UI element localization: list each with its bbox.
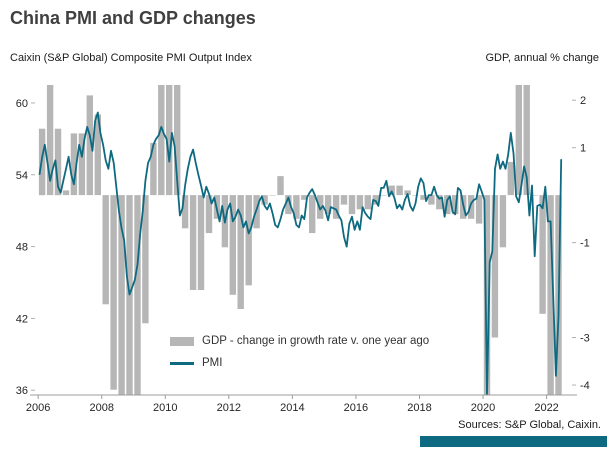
- svg-text:2016: 2016: [344, 402, 368, 414]
- gdp-bar: [467, 195, 475, 219]
- gdp-bar: [86, 95, 93, 196]
- svg-text:1: 1: [580, 143, 586, 155]
- gdp-bar: [340, 195, 348, 205]
- gdp-bar: [404, 190, 411, 196]
- gdp-bar: [293, 195, 300, 219]
- legend-row-pmi: PMI: [170, 352, 429, 374]
- chart-title: China PMI and GDP changes: [10, 8, 256, 28]
- accent-bar: [420, 436, 607, 447]
- svg-text:-3: -3: [580, 333, 590, 345]
- gdp-bar: [174, 85, 181, 196]
- gdp-bar: [46, 85, 54, 196]
- gdp-bar: [78, 133, 86, 196]
- gdp-bar: [70, 133, 78, 196]
- gdp-bar: [515, 85, 522, 196]
- gdp-bar: [309, 195, 316, 234]
- gdp-bar-swatch: [170, 336, 194, 346]
- gdp-bar: [229, 195, 236, 295]
- gdp-bar: [428, 195, 435, 205]
- left-axis-title: Caixin (S&P Global) Composite PMI Output…: [10, 52, 252, 64]
- gdp-bar: [197, 195, 205, 290]
- right-axis-title: GDP, annual % change: [485, 52, 599, 64]
- gdp-bar: [285, 195, 292, 215]
- svg-text:2: 2: [580, 95, 586, 107]
- gdp-bar: [324, 195, 332, 215]
- gdp-bar: [301, 195, 308, 200]
- gdp-bar: [150, 142, 157, 196]
- gdp-bar: [507, 161, 514, 196]
- gdp-bar: [483, 195, 491, 395]
- gdp-bar: [364, 195, 371, 210]
- gdp-bar: [332, 195, 340, 219]
- gdp-bar: [523, 85, 530, 196]
- gdp-bar: [491, 195, 499, 338]
- gdp-bar: [372, 195, 379, 205]
- gdp-bar: [118, 195, 125, 395]
- gdp-bar: [158, 85, 165, 196]
- gdp-bar: [261, 195, 268, 205]
- gdp-bar: [181, 195, 189, 229]
- gdp-bar: [356, 195, 364, 210]
- gdp-bar: [531, 195, 538, 196]
- gdp-legend-label: GDP - change in growth rate v. one year …: [202, 335, 430, 347]
- gdp-bar: [380, 195, 387, 196]
- sources-note: Sources: S&P Global, Caixin.: [458, 419, 601, 431]
- chart-area: 2006 2008 2010 2012 2014 2016 2018 2020 2022 60 54…: [0, 70, 607, 415]
- gdp-bar: [237, 195, 244, 309]
- svg-text:-1: -1: [580, 238, 590, 250]
- svg-text:2020: 2020: [471, 402, 495, 414]
- pmi-legend-label: PMI: [202, 357, 223, 369]
- svg-text:2014: 2014: [280, 402, 304, 414]
- svg-text:-4: -4: [580, 380, 590, 392]
- gdp-bar: [420, 195, 427, 200]
- gdp-bar: [539, 195, 546, 314]
- gdp-bar: [348, 195, 356, 215]
- gdp-bar: [102, 195, 109, 305]
- gdp-bar: [54, 128, 62, 196]
- gdp-bar: [62, 190, 70, 196]
- svg-text:2008: 2008: [89, 402, 113, 414]
- gdp-bar: [205, 195, 213, 234]
- gdp-bar: [245, 195, 252, 286]
- svg-text:2012: 2012: [217, 402, 241, 414]
- chart-legend: GDP - change in growth rate v. one year …: [170, 330, 429, 374]
- gdp-bar: [94, 114, 101, 196]
- pmi-gdp-chart: 2006 2008 2010 2012 2014 2016 2018 2020 2022 60 54…: [16, 85, 590, 414]
- gdp-bar: [388, 185, 395, 196]
- gdp-bar: [142, 195, 149, 324]
- gdp-bar: [436, 195, 443, 210]
- gdp-bar: [110, 195, 117, 390]
- gdp-bar: [396, 185, 403, 196]
- gdp-bar: [412, 195, 419, 196]
- gdp-bar: [134, 195, 141, 395]
- pmi-line-swatch: [170, 361, 194, 365]
- gdp-bar: [189, 195, 197, 290]
- pmi-line: [38, 111, 563, 395]
- svg-text:48: 48: [16, 242, 28, 254]
- svg-text:36: 36: [16, 385, 28, 397]
- gdp-bar: [277, 176, 284, 196]
- svg-text:54: 54: [16, 170, 28, 182]
- gdp-bar: [166, 85, 173, 196]
- gdp-bar: [452, 195, 459, 215]
- gdp-bar: [475, 195, 483, 224]
- svg-text:60: 60: [16, 98, 28, 110]
- gdp-bar: [499, 195, 507, 248]
- legend-row-gdp: GDP - change in growth rate v. one year …: [170, 330, 429, 352]
- svg-text:2022: 2022: [534, 402, 558, 414]
- svg-text:42: 42: [16, 313, 28, 325]
- svg-text:2018: 2018: [407, 402, 431, 414]
- svg-text:2010: 2010: [153, 402, 177, 414]
- gdp-bar: [269, 195, 276, 196]
- gdp-bar: [547, 195, 554, 395]
- svg-text:2006: 2006: [26, 402, 50, 414]
